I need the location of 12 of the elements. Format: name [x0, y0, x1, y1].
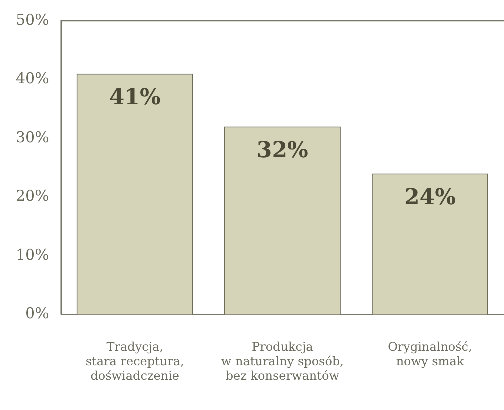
y-tick-label: 30% [16, 128, 50, 146]
x-tick-label: Oryginalność, nowy smak [388, 340, 472, 369]
data-label: 32% [256, 137, 309, 164]
y-tick-label: 0% [26, 304, 50, 323]
y-tick-label: 10% [16, 246, 50, 264]
x-tick-label: Produkcja w naturalny sposób, bez konserwantów [221, 340, 344, 383]
y-tick-label: 50% [16, 10, 50, 29]
data-label: 41% [109, 84, 161, 111]
y-tick-label: 40% [16, 70, 50, 88]
y-tick-label: 20% [16, 187, 50, 206]
x-tick-label: Tradycja, stara receptura, doświadczenie [86, 340, 184, 383]
data-label: 24% [404, 184, 456, 210]
